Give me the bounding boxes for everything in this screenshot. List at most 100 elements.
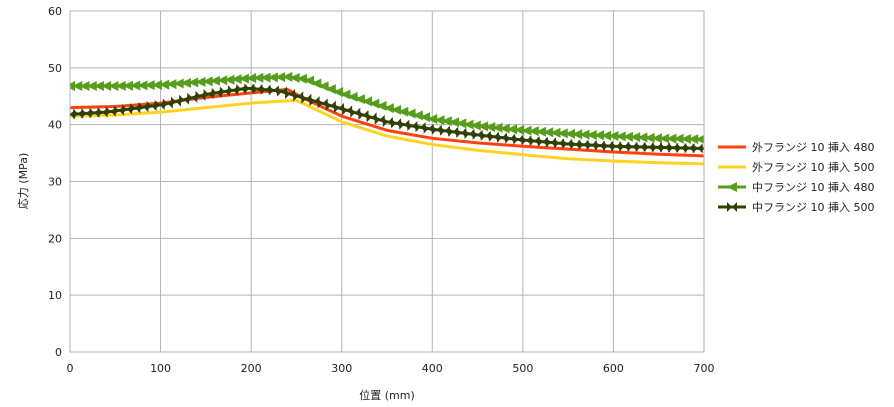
- data-point: [137, 80, 148, 91]
- data-point: [162, 98, 173, 109]
- data-point: [166, 79, 177, 90]
- data-point: [695, 135, 704, 144]
- data-point: [333, 102, 344, 113]
- data-point: [673, 133, 684, 144]
- data-point: [464, 128, 475, 139]
- legend-label: 中フランジ 10 挿入 500: [752, 200, 874, 214]
- data-point: [615, 131, 626, 142]
- data-point: [81, 108, 92, 119]
- data-point: [472, 129, 483, 140]
- data-point: [260, 72, 271, 83]
- data-point: [219, 86, 230, 97]
- data-point: [180, 77, 191, 88]
- data-point: [407, 120, 418, 131]
- data-point: [202, 76, 213, 87]
- data-point: [434, 115, 445, 126]
- data-point: [521, 135, 532, 146]
- series-3: [70, 71, 704, 145]
- data-point: [644, 132, 655, 143]
- data-point: [660, 142, 671, 153]
- data-point: [89, 107, 100, 118]
- data-point: [579, 129, 590, 140]
- data-point: [427, 113, 438, 124]
- legend-label: 外フランジ 10 挿入 480: [752, 140, 874, 154]
- data-point: [570, 139, 581, 150]
- data-point: [382, 116, 393, 127]
- data-point: [342, 105, 353, 116]
- data-point: [217, 75, 228, 86]
- data-point: [456, 127, 467, 138]
- data-point: [159, 79, 170, 90]
- data-point: [463, 119, 474, 130]
- data-point: [309, 96, 320, 107]
- data-point: [276, 86, 287, 97]
- data-point: [244, 83, 255, 94]
- series-2: [70, 98, 704, 166]
- data-point: [405, 108, 416, 119]
- data-point: [635, 141, 646, 152]
- data-point: [325, 84, 336, 95]
- data-point: [666, 133, 677, 144]
- data-point: [293, 91, 304, 102]
- x-tick-label: 200: [241, 362, 262, 375]
- data-point: [369, 98, 380, 109]
- data-point: [115, 80, 126, 91]
- data-point: [391, 104, 402, 115]
- data-point: [488, 131, 499, 142]
- series-4: [70, 83, 704, 154]
- legend: 外フランジ 10 挿入 480 外フランジ 10 挿入 500 中フランジ 10 挿…: [718, 140, 874, 214]
- data-point: [108, 81, 119, 92]
- data-point: [203, 89, 214, 100]
- data-point: [513, 134, 524, 145]
- y-tick-label: 0: [55, 346, 62, 359]
- data-point: [154, 99, 165, 110]
- data-point: [505, 133, 516, 144]
- x-tick-label: 0: [67, 362, 74, 375]
- data-point: [528, 126, 539, 137]
- data-point: [659, 133, 670, 144]
- data-point: [485, 122, 496, 133]
- data-point: [643, 142, 654, 153]
- data-point: [236, 84, 247, 95]
- data-point: [441, 116, 452, 127]
- data-point: [622, 131, 633, 142]
- data-point: [354, 94, 365, 105]
- data-point: [564, 128, 575, 139]
- data-point: [366, 112, 377, 123]
- data-point: [173, 78, 184, 89]
- data-point: [412, 110, 423, 121]
- data-point: [374, 114, 385, 125]
- x-tick-label: 600: [603, 362, 624, 375]
- data-point: [267, 72, 278, 83]
- data-point: [73, 108, 84, 119]
- data-point: [296, 73, 307, 84]
- data-point: [602, 140, 613, 151]
- data-point: [593, 130, 604, 141]
- x-tick-label: 700: [694, 362, 715, 375]
- data-point: [619, 141, 630, 152]
- data-point: [578, 139, 589, 150]
- data-point: [72, 81, 83, 92]
- y-tick-label: 50: [48, 62, 62, 75]
- data-point: [260, 84, 271, 95]
- data-point: [521, 125, 532, 136]
- data-point: [480, 130, 491, 141]
- data-point: [97, 107, 108, 118]
- data-point: [608, 131, 619, 142]
- y-axis-title: 応力 (MPa): [16, 153, 30, 209]
- x-tick-label: 400: [422, 362, 443, 375]
- data-point: [562, 138, 573, 149]
- data-point: [572, 129, 583, 140]
- data-point: [101, 81, 112, 92]
- data-point: [456, 118, 467, 129]
- data-point: [362, 96, 373, 107]
- data-point: [301, 93, 312, 104]
- data-point: [554, 138, 565, 149]
- data-point: [79, 81, 90, 92]
- data-point: [478, 121, 489, 132]
- data-point: [195, 76, 206, 87]
- data-point: [231, 74, 242, 85]
- data-point: [144, 80, 155, 91]
- data-point: [350, 107, 361, 118]
- plot-frame: [69, 10, 705, 353]
